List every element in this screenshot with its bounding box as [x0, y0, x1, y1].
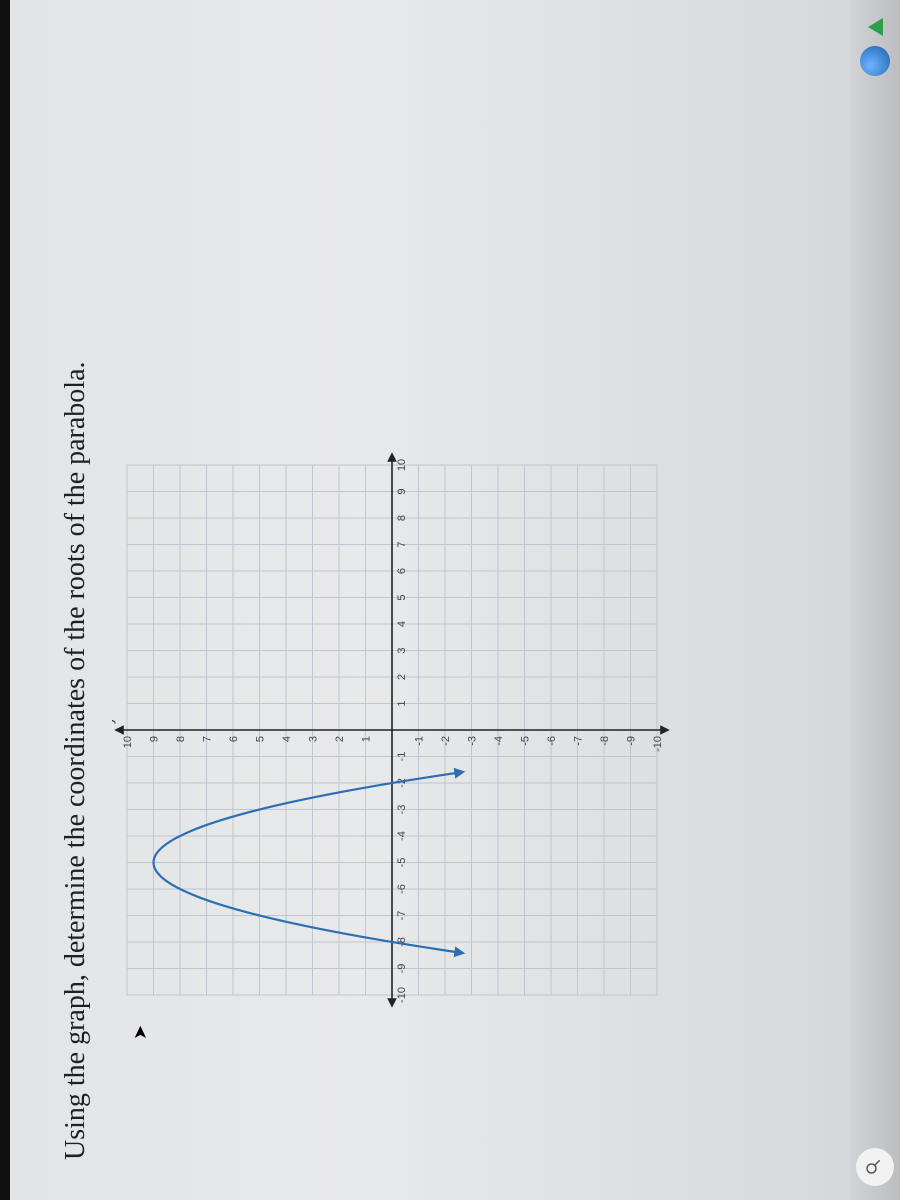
- svg-text:3: 3: [308, 736, 320, 742]
- svg-text:4: 4: [396, 621, 408, 627]
- svg-text:7: 7: [202, 736, 214, 742]
- taskbar: [850, 0, 900, 1200]
- svg-text:-2: -2: [440, 736, 452, 746]
- svg-text:-6: -6: [396, 884, 408, 894]
- svg-text:-10: -10: [396, 987, 408, 1003]
- browser-icon[interactable]: [860, 46, 890, 76]
- svg-text:7: 7: [396, 541, 408, 547]
- svg-text:1: 1: [361, 736, 373, 742]
- parabola-graph: -10 -9 -8 -7 -6 -5 -4 -3 -2 -1 1 2 3 4 5 6 7 8 9 10 -10 -9 -8…: [112, 450, 672, 1010]
- svg-text:-3: -3: [396, 805, 408, 815]
- svg-text:-8: -8: [599, 736, 611, 746]
- svg-text:-5: -5: [396, 858, 408, 868]
- svg-text:-4: -4: [396, 831, 408, 841]
- svg-text:-9: -9: [626, 736, 638, 746]
- svg-text:2: 2: [396, 674, 408, 680]
- svg-text:-6: -6: [546, 736, 558, 746]
- svg-text:6: 6: [228, 736, 240, 742]
- svg-text:2: 2: [334, 736, 346, 742]
- svg-text:-10: -10: [652, 736, 664, 752]
- cursor-icon: ➤: [130, 1025, 151, 1040]
- svg-text:-4: -4: [493, 736, 505, 746]
- svg-text:-3: -3: [467, 736, 479, 746]
- svg-text:6: 6: [396, 568, 408, 574]
- svg-text:3: 3: [396, 647, 408, 653]
- svg-text:5: 5: [396, 594, 408, 600]
- worksheet-page: Using the graph, determine the coordinat…: [0, 0, 900, 1200]
- svg-text:4: 4: [281, 736, 293, 742]
- svg-text:10: 10: [396, 459, 408, 471]
- y-tick-labels: -10 -9 -8 -7 -6 -5 -4 -3 -2 -1 1 2 3 4 5 6 7 8 9 10: [122, 736, 664, 752]
- search-icon: [864, 1158, 887, 1176]
- screen-bezel: [0, 0, 10, 1200]
- svg-text:-9: -9: [396, 964, 408, 974]
- svg-text:-5: -5: [520, 736, 532, 746]
- photo-frame: Using the graph, determine the coordinat…: [0, 0, 900, 1200]
- system-tray: [860, 18, 890, 76]
- svg-text:9: 9: [149, 736, 161, 742]
- x-tick-labels: -10-9-8-7-6-5-4-3-2-112345678910: [396, 459, 408, 1003]
- svg-text:8: 8: [175, 736, 187, 742]
- app-icon[interactable]: [868, 18, 883, 36]
- svg-text:8: 8: [396, 515, 408, 521]
- svg-text:-1: -1: [396, 752, 408, 762]
- svg-text:-1: -1: [414, 736, 426, 746]
- svg-text:5: 5: [255, 736, 267, 742]
- question-text: Using the graph, determine the coordinat…: [60, 40, 92, 1160]
- graph-container: -10 -9 -8 -7 -6 -5 -4 -3 -2 -1 1 2 3 4 5 6 7 8 9 10 -10 -9 -8…: [112, 450, 672, 1010]
- y-axis-label: y: [112, 717, 116, 724]
- svg-text:1: 1: [396, 700, 408, 706]
- svg-text:-7: -7: [396, 911, 408, 921]
- search-button[interactable]: [856, 1148, 894, 1186]
- svg-text:10: 10: [122, 736, 134, 748]
- svg-text:-7: -7: [573, 736, 585, 746]
- svg-text:9: 9: [396, 488, 408, 494]
